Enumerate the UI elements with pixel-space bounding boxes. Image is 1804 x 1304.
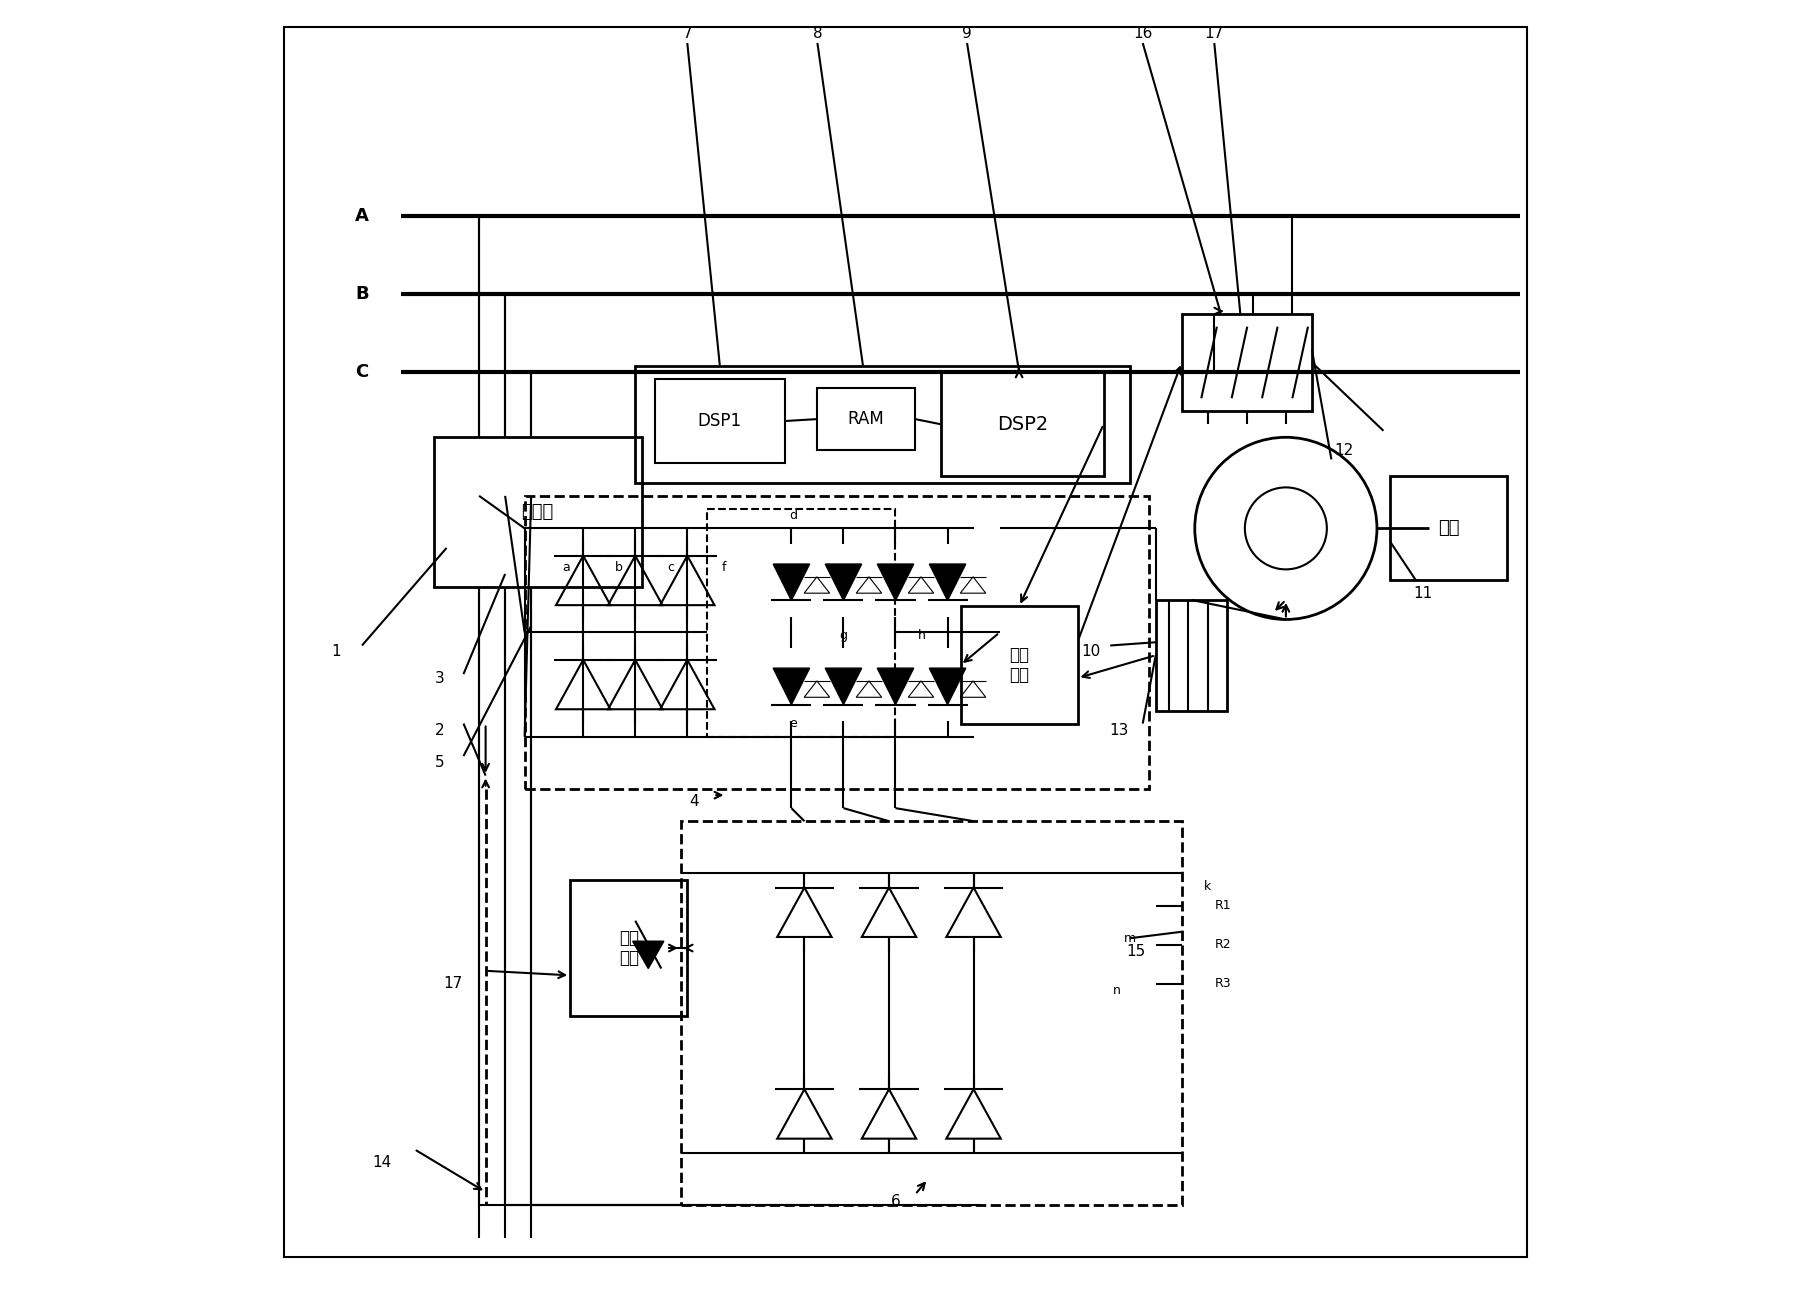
Bar (1389, 476, 1506, 580)
Text: 1: 1 (332, 644, 341, 660)
Text: 风机: 风机 (1438, 519, 1459, 537)
Text: R1: R1 (1214, 900, 1230, 913)
Text: h: h (918, 629, 925, 642)
Text: B: B (355, 286, 368, 303)
Text: RAM: RAM (848, 409, 884, 428)
Text: 10: 10 (1081, 644, 1100, 660)
Text: 2: 2 (435, 722, 446, 738)
Text: 14: 14 (372, 1154, 391, 1170)
Bar (655, 378, 785, 463)
Polygon shape (824, 668, 862, 704)
Bar (817, 387, 915, 450)
Bar (570, 880, 687, 1016)
Text: 驱动
电路: 驱动 电路 (619, 928, 639, 968)
Text: R2: R2 (1214, 939, 1230, 952)
Polygon shape (929, 565, 965, 600)
Text: 13: 13 (1109, 722, 1129, 738)
Text: 16: 16 (1133, 26, 1153, 42)
Bar (1182, 314, 1312, 411)
Polygon shape (633, 941, 664, 969)
Text: R3: R3 (1214, 977, 1230, 990)
Bar (942, 372, 1104, 476)
Polygon shape (824, 565, 862, 600)
Text: c: c (667, 561, 675, 574)
Text: 8: 8 (812, 26, 823, 42)
Polygon shape (774, 565, 810, 600)
Text: 4: 4 (689, 794, 698, 810)
Bar (1156, 600, 1227, 711)
Text: 17: 17 (1205, 26, 1223, 42)
Text: 5: 5 (435, 755, 446, 771)
Text: g: g (839, 629, 848, 642)
Bar (680, 822, 1182, 1205)
Text: a: a (563, 561, 570, 574)
Text: e: e (788, 717, 797, 730)
Text: 12: 12 (1335, 443, 1355, 458)
Text: m: m (1124, 932, 1137, 945)
Text: n: n (1113, 983, 1120, 996)
Bar (960, 606, 1077, 724)
Bar (433, 437, 642, 587)
Text: f: f (722, 561, 725, 574)
Bar (707, 509, 895, 737)
Text: 15: 15 (1126, 944, 1146, 958)
Text: 驱动
电路: 驱动 电路 (1008, 645, 1028, 685)
Polygon shape (877, 668, 913, 704)
Text: DSP2: DSP2 (998, 415, 1048, 434)
Polygon shape (774, 668, 810, 704)
Text: DSP1: DSP1 (698, 412, 741, 430)
Polygon shape (929, 668, 965, 704)
Bar (525, 496, 1149, 789)
Text: 6: 6 (891, 1193, 900, 1209)
Text: C: C (355, 364, 368, 381)
Text: 3: 3 (435, 670, 446, 686)
Text: k: k (1203, 880, 1212, 893)
Text: A: A (355, 207, 370, 226)
Text: d: d (788, 509, 797, 522)
Text: b: b (615, 561, 622, 574)
Text: 变压器: 变压器 (521, 503, 554, 522)
Polygon shape (877, 565, 913, 600)
Bar (635, 365, 1129, 482)
Text: 9: 9 (962, 26, 972, 42)
Text: 17: 17 (444, 977, 462, 991)
Text: 11: 11 (1413, 585, 1432, 601)
Text: 7: 7 (682, 26, 693, 42)
